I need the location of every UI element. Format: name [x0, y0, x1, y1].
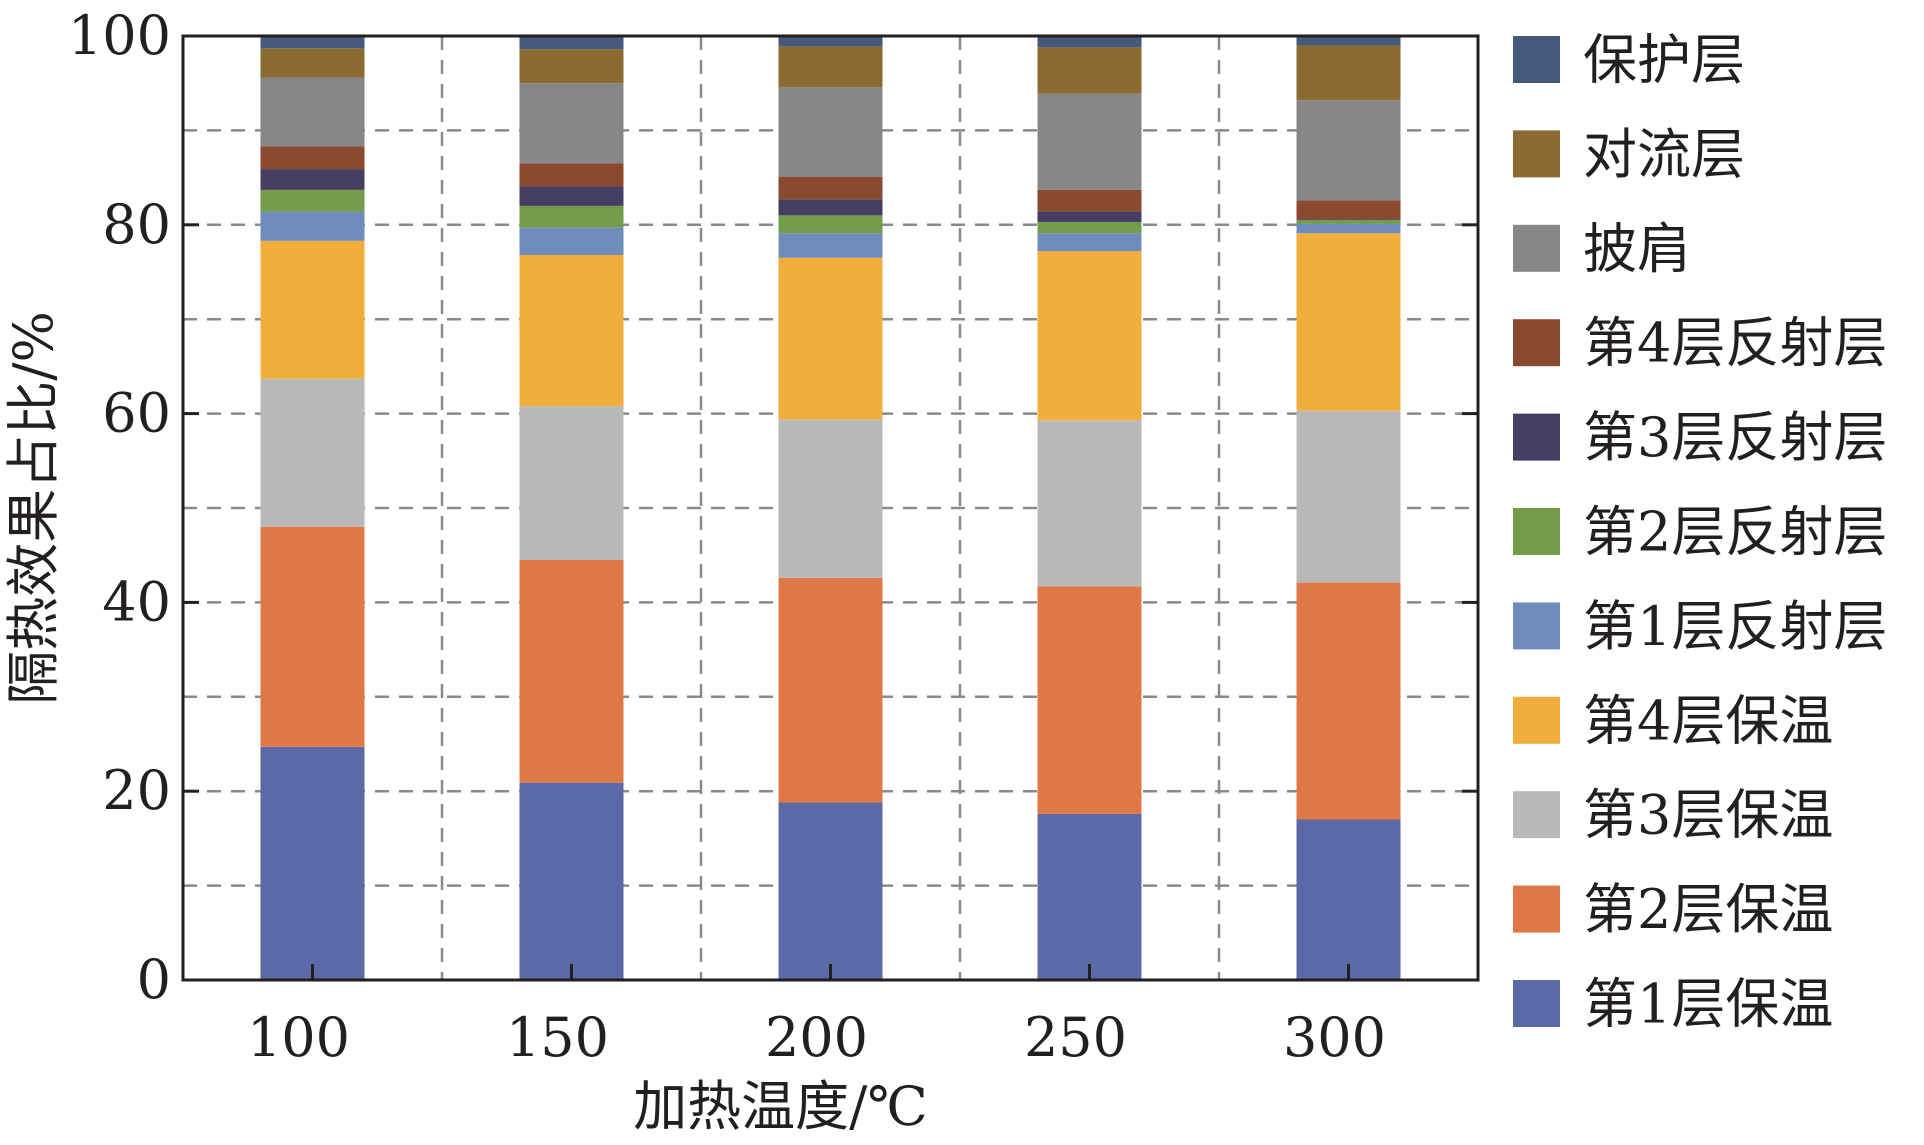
bar-segment: [260, 240, 365, 379]
bar-segment: [260, 746, 365, 980]
bar-segment: [778, 46, 883, 87]
x-tick-label: 200: [765, 1006, 868, 1069]
y-tick-label: 20: [102, 759, 171, 822]
legend-swatch: [1513, 413, 1560, 461]
bar-segment: [519, 205, 624, 228]
x-tick-label: 300: [1283, 1006, 1386, 1069]
y-tick-label: 40: [102, 570, 171, 633]
bar-segment: [519, 186, 624, 206]
legend-swatch: [1513, 791, 1560, 839]
legend-swatch: [1513, 885, 1560, 933]
bar-segment: [519, 227, 624, 256]
bar-segment: [778, 199, 883, 216]
bar-segment: [260, 169, 365, 190]
legend-swatch: [1513, 980, 1560, 1027]
legend-label: 保护层: [1583, 29, 1745, 92]
y-tick-label: 100: [68, 4, 171, 67]
bar-segment: [260, 526, 365, 747]
bar-segment: [519, 36, 624, 50]
bar-segment: [778, 577, 883, 803]
legend: 保护层对流层披肩第4层反射层第3层反射层第2层反射层第1层反射层第4层保温第3层…: [1513, 29, 1887, 1036]
bar-segment: [260, 378, 365, 527]
bar-segment: [1037, 93, 1142, 190]
bar-segment: [1296, 219, 1401, 221]
legend-swatch: [1513, 224, 1560, 272]
y-tick-labels: 0 20 40 60 80 100: [68, 4, 171, 1011]
bar-segment: [1296, 233, 1401, 411]
bar-segment: [519, 163, 624, 187]
stacked-bars: [260, 36, 1401, 980]
bar-segment: [519, 782, 624, 980]
legend-label: 第4层反射层: [1583, 312, 1887, 375]
bar-segment: [778, 86, 883, 177]
bar-segment: [519, 559, 624, 783]
bar-segment: [778, 36, 883, 47]
x-tick-labels: 100 150 200 250 300: [247, 1006, 1386, 1069]
y-axis-title: 隔热效果占比/%: [2, 311, 65, 705]
bar-segment: [1296, 410, 1401, 583]
bar-segment: [260, 36, 365, 49]
legend-label: 披肩: [1583, 217, 1691, 280]
legend-swatch: [1513, 130, 1560, 178]
y-tick-label: 80: [102, 193, 171, 256]
bar-segment: [260, 211, 365, 241]
bar-segment: [778, 215, 883, 234]
bar-segment: [1296, 100, 1401, 201]
bar-segment: [1037, 36, 1142, 48]
bar-segment: [778, 802, 883, 980]
bar-segment: [519, 49, 624, 84]
legend-swatch: [1513, 508, 1560, 555]
bar-segment: [1037, 586, 1142, 814]
legend-label: 第3层反射层: [1583, 406, 1887, 469]
legend-label: 第4层保温: [1583, 689, 1833, 752]
bar-segment: [260, 48, 365, 78]
bar-segment: [1037, 47, 1142, 94]
bar-segment: [519, 406, 624, 560]
bar-segment: [519, 255, 624, 407]
x-tick-label: 250: [1024, 1006, 1127, 1069]
bar-segment: [1296, 45, 1401, 101]
bar-segment: [778, 419, 883, 578]
bar-segment: [1296, 223, 1401, 234]
legend-label: 第1层反射层: [1583, 595, 1887, 658]
y-tick-label: 60: [102, 382, 171, 445]
bar-segment: [1296, 200, 1401, 220]
legend-label: 第2层反射层: [1583, 501, 1887, 564]
legend-swatch: [1513, 696, 1560, 744]
y-tick-label: 0: [137, 948, 171, 1011]
legend-label: 第1层保温: [1583, 973, 1833, 1036]
bar-segment: [1037, 813, 1142, 980]
bar-segment: [1037, 211, 1142, 222]
bar-segment: [1296, 220, 1401, 224]
legend-label: 对流层: [1583, 123, 1745, 186]
x-tick-label: 100: [247, 1006, 350, 1069]
bar-segment: [1037, 233, 1142, 252]
axis-ticks: [183, 34, 1478, 982]
bar-segment: [260, 77, 365, 147]
bar-segment: [1037, 189, 1142, 212]
bar-segment: [260, 189, 365, 212]
bar-segment: [1296, 36, 1401, 46]
bar-segment: [1296, 819, 1401, 980]
legend-label: 第3层保温: [1583, 784, 1833, 847]
x-axis-title: 加热温度/℃: [633, 1075, 928, 1138]
bar-segment: [1037, 251, 1142, 421]
bar-segment: [260, 146, 365, 170]
grid-lines: [183, 36, 1478, 980]
legend-swatch: [1513, 36, 1560, 83]
legend-swatch: [1513, 602, 1560, 650]
bar-segment: [778, 176, 883, 200]
bar-segment: [519, 83, 624, 164]
bar-segment: [778, 257, 883, 420]
bar-segment: [1037, 420, 1142, 587]
legend-swatch: [1513, 319, 1560, 367]
legend-label: 第2层保温: [1583, 878, 1833, 941]
bar-segment: [1296, 582, 1401, 820]
bar-segment: [778, 233, 883, 258]
bar-segment: [1037, 221, 1142, 234]
x-tick-label: 150: [506, 1006, 609, 1069]
